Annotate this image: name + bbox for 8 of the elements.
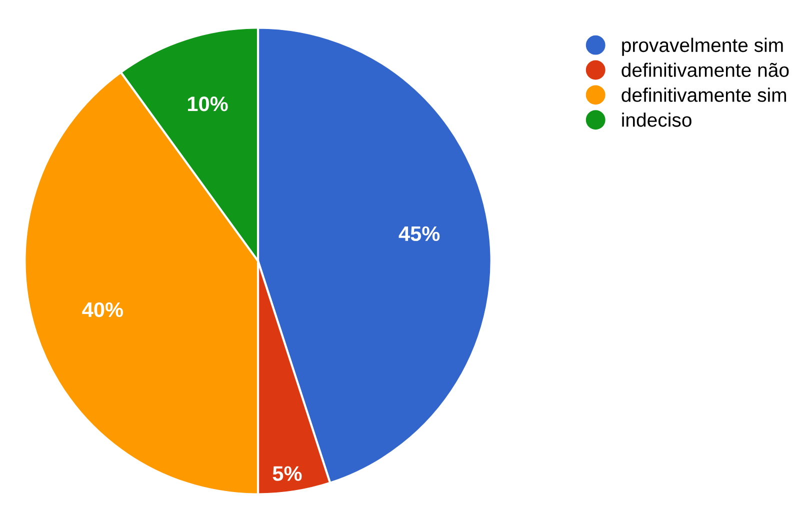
data-label: 5% xyxy=(272,466,302,481)
legend-label: indeciso xyxy=(622,112,692,127)
data-label: 40% xyxy=(82,302,123,318)
legend-label: definitivamente não xyxy=(622,62,789,77)
legend-label: definitivamente sim xyxy=(622,88,786,102)
legend-label: provavelmente sim xyxy=(622,38,783,56)
data-label: 45% xyxy=(398,226,440,242)
data-label: 10% xyxy=(188,96,228,112)
